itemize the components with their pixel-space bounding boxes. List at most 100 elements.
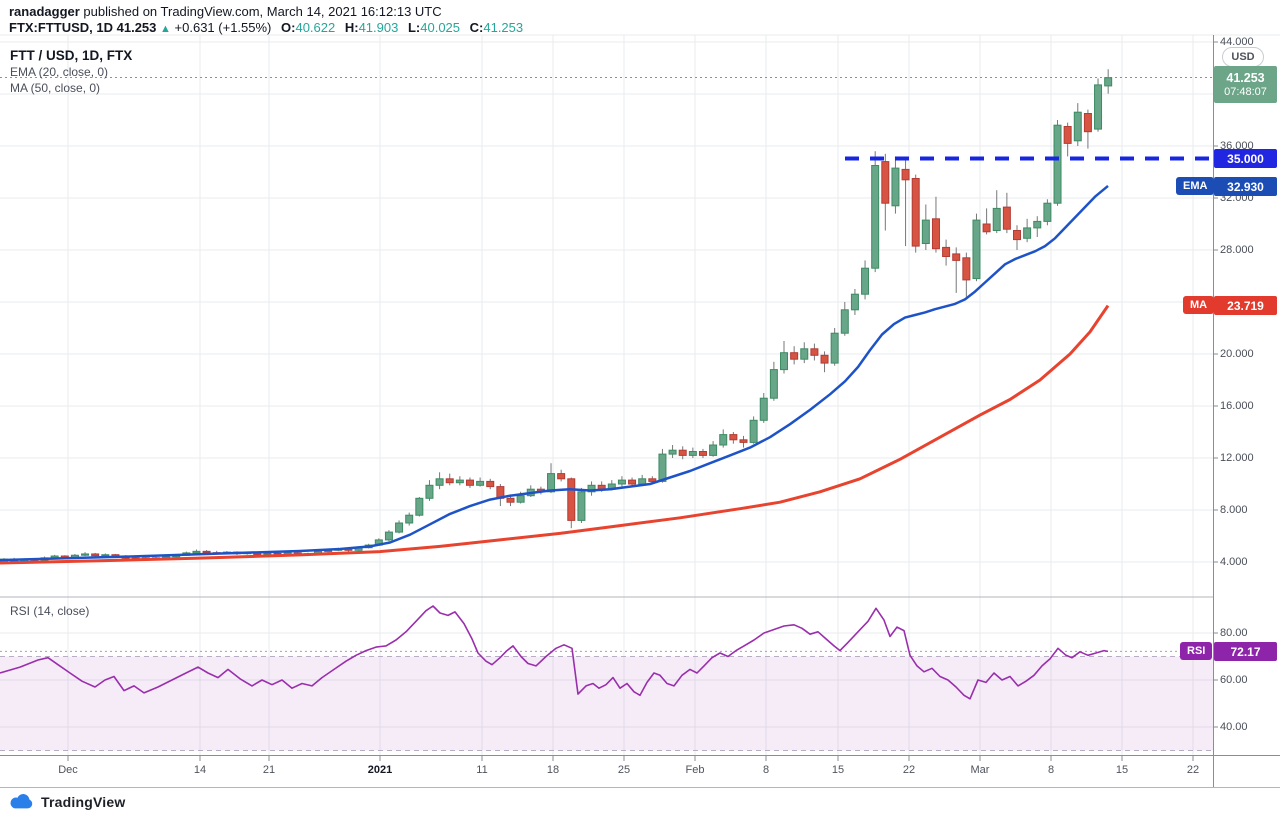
ema20-line: [0, 184, 1109, 562]
candle-body: [1063, 126, 1072, 144]
candle-body: [881, 161, 890, 204]
price-tick-label: 4.000: [1220, 556, 1248, 568]
rsi-line: [0, 605, 1109, 700]
candle-body: [587, 484, 596, 493]
candle-body: [688, 451, 697, 456]
time-tick-label: 15: [831, 764, 845, 776]
candle-body: [962, 257, 971, 281]
time-tick-label: 22: [1186, 764, 1200, 776]
candle-body: [840, 309, 849, 334]
open-label: O:: [281, 20, 296, 35]
candle-body: [942, 246, 951, 257]
candle-body: [1033, 220, 1042, 229]
candle-body: [1094, 84, 1103, 130]
quote-last-price: 41.253: [116, 20, 157, 35]
high-label: H:: [344, 20, 359, 35]
candle-body: [911, 178, 920, 247]
symbol-title: FTX:FTTUSD, 1D: [9, 20, 113, 35]
price-tick-label: 28.000: [1220, 244, 1254, 256]
candle-body: [506, 497, 515, 503]
candle-body: [871, 165, 880, 269]
candle-body: [810, 348, 819, 356]
ema-value-tag: 32.930: [1214, 177, 1277, 196]
time-tick-label: 22: [902, 764, 916, 776]
last-price-tag-value: 41.253: [1226, 70, 1265, 85]
candle-body: [739, 439, 748, 443]
cloud-logo-icon: [10, 793, 33, 809]
quote-change: +0.631 (+1.55%): [174, 20, 272, 35]
candle-body: [405, 514, 414, 524]
rsi-tick-label: 80.00: [1220, 627, 1248, 639]
legend-ema[interactable]: EMA (20, close, 0): [10, 65, 109, 79]
legend-rsi[interactable]: RSI (14, close): [10, 604, 90, 618]
low-label: L:: [407, 20, 421, 35]
time-tick-label: Mar: [970, 764, 990, 776]
ma50-line: [0, 304, 1110, 565]
level-35-tag: 35.000: [1214, 149, 1277, 168]
candle-body: [1104, 77, 1113, 87]
candle-body: [415, 497, 424, 516]
candle-body: [780, 352, 789, 371]
candle-body: [719, 434, 728, 446]
candle-body: [992, 207, 1001, 231]
chart-legend: FTT / USD, 1D, FTX EMA (20, close, 0) MA…: [10, 47, 132, 96]
candle-body: [749, 419, 758, 443]
candle-body: [1023, 227, 1032, 239]
candle-body: [850, 293, 859, 311]
price-tick-label: 12.000: [1220, 452, 1254, 464]
time-tick-label: 25: [617, 764, 631, 776]
time-tick-label: 8: [1047, 764, 1055, 776]
legend-ma[interactable]: MA (50, close, 0): [10, 81, 101, 95]
candle-body: [972, 219, 981, 280]
candle-body: [830, 332, 839, 364]
candle-body: [790, 352, 799, 360]
candle-body: [648, 478, 657, 482]
time-tick-label: Feb: [685, 764, 705, 776]
time-tick-label: Dec: [58, 764, 78, 776]
rsi-pill: RSI: [1180, 642, 1213, 660]
snapshot-byline: ranadagger published on TradingView.com,…: [9, 4, 442, 19]
candle-body: [435, 478, 444, 486]
time-tick-label: 2021: [367, 764, 393, 776]
open-value: 40.622: [295, 20, 336, 35]
close-label: C:: [469, 20, 484, 35]
candle-body: [465, 479, 474, 486]
currency-toggle-button[interactable]: USD: [1222, 47, 1264, 67]
rsi-tick-label: 60.00: [1220, 674, 1248, 686]
candle-body: [384, 531, 393, 541]
bar-countdown: 07:48:07: [1224, 85, 1267, 98]
tradingview-logo[interactable]: TradingView: [9, 793, 125, 810]
candle-body: [638, 478, 647, 485]
candle-body: [91, 553, 100, 557]
candle-body: [1013, 230, 1021, 241]
candle-body: [395, 522, 404, 533]
time-tick-label: 18: [546, 764, 560, 776]
candle-body: [486, 480, 495, 488]
candle-body: [263, 552, 272, 555]
time-tick-label: 14: [193, 764, 207, 776]
candle-body: [1002, 206, 1011, 230]
legend-symbol[interactable]: FTT / USD, 1D, FTX: [10, 48, 133, 63]
time-tick-label: 21: [262, 764, 276, 776]
up-arrow-icon: ▲: [160, 23, 171, 35]
candle-body: [861, 267, 870, 295]
candle-body: [921, 219, 930, 245]
low-value: 40.025: [420, 20, 461, 35]
candle-body: [901, 168, 910, 181]
high-value: 41.903: [358, 20, 399, 35]
candle-body: [931, 218, 940, 250]
price-tick-label: 16.000: [1220, 400, 1254, 412]
candle-body: [547, 473, 556, 493]
candle-body: [425, 484, 434, 499]
candle-body: [709, 444, 718, 456]
candle-body: [81, 553, 90, 556]
candle-body: [192, 550, 201, 554]
ma-value-tag: 23.719: [1214, 296, 1277, 315]
rsi-band: [0, 656, 1213, 751]
candle-body: [820, 354, 829, 364]
candle-body: [982, 223, 991, 233]
candle-body: [769, 369, 778, 399]
candle-body: [759, 397, 768, 421]
